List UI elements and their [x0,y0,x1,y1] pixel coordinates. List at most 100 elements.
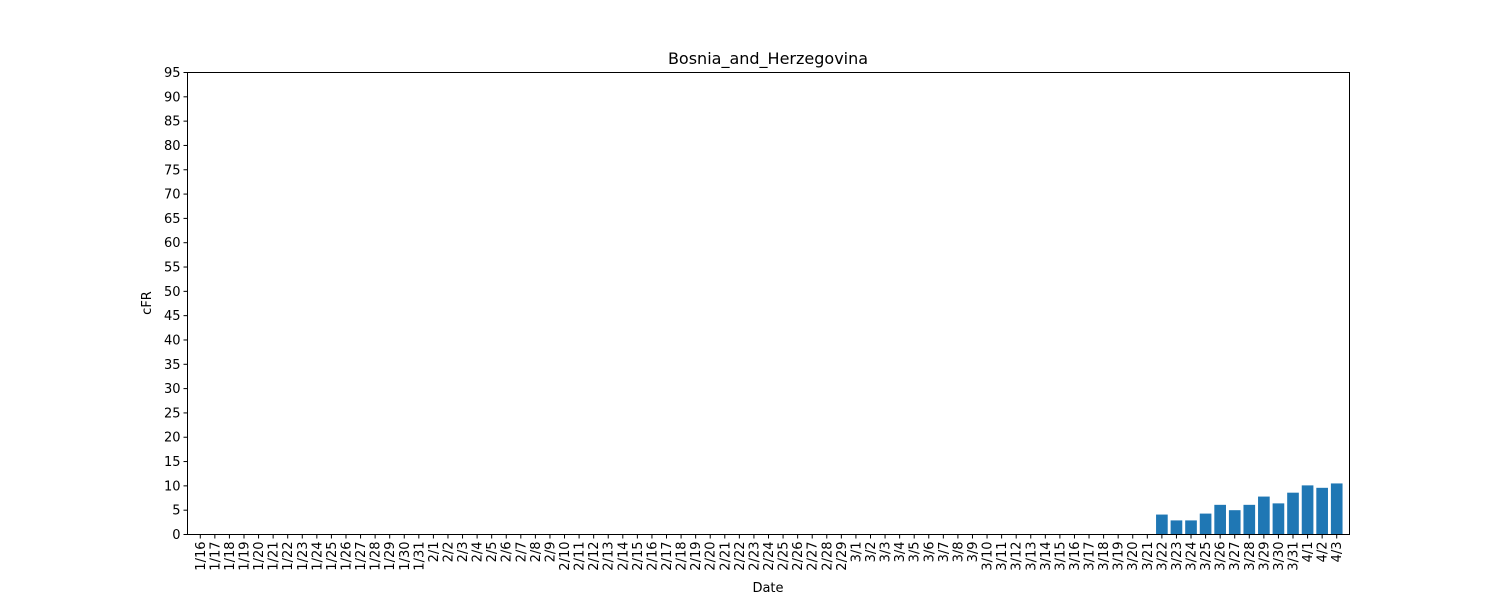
x-tick-label: 3/25 [1199,542,1214,571]
x-tick-label: 2/26 [791,542,806,571]
x-tick-label: 2/15 [631,542,646,571]
x-tick-label: 3/1 [849,542,864,563]
x-tick-label: 3/5 [908,542,923,563]
x-tick-label: 2/12 [587,542,602,571]
x-tick-label: 2/6 [500,542,515,563]
y-tick-label: 40 [164,333,181,348]
x-tick-label: 1/19 [237,542,252,571]
bar-3-26 [1214,504,1226,535]
y-tick-label: 15 [164,455,181,470]
bar-3-23 [1170,520,1183,535]
x-tick-label: 3/7 [937,542,952,563]
chart-title: Bosnia_and_Herzegovina [668,49,868,69]
y-tick-label: 55 [164,261,181,276]
x-tick-label: 2/19 [689,542,704,571]
y-tick-label: 95 [164,66,181,81]
y-tick-label: 80 [164,139,181,154]
y-tick-label: 60 [164,236,181,251]
x-tick-label: 3/30 [1272,542,1287,571]
bar-3-22 [1156,514,1168,535]
x-tick-label: 2/8 [529,542,544,563]
y-tick-label: 50 [164,285,181,300]
y-tick-label: 85 [164,115,181,130]
x-tick-label: 1/24 [310,542,325,571]
x-tick-label: 1/28 [369,542,384,571]
x-tick-label: 2/16 [645,542,660,571]
y-tick-label: 65 [164,212,181,227]
bar-4-1 [1301,485,1314,535]
x-tick-label: 1/29 [383,542,398,571]
x-tick-label: 3/8 [951,542,966,563]
x-tick-label: 2/14 [616,542,631,571]
x-tick-label: 2/20 [704,542,719,571]
x-tick-label: 2/2 [441,542,456,563]
x-tick-label: 3/16 [1068,542,1083,571]
y-tick-label: 30 [164,382,181,397]
y-tick-label: 20 [164,431,181,446]
bar-3-25 [1199,513,1212,535]
x-tick-label: 1/31 [412,542,427,571]
bar-4-3 [1330,483,1343,535]
x-tick-label: 3/26 [1214,542,1229,571]
x-tick-label: 4/2 [1316,542,1331,563]
x-tick-label: 3/17 [1083,542,1098,571]
x-tick-label: 1/17 [208,542,223,571]
x-tick-label: 2/17 [660,542,675,571]
bars-group [1156,483,1343,535]
x-tick-label: 3/29 [1257,542,1272,571]
y-tick-label: 0 [172,528,180,543]
x-axis-ticks: 1/16 1/17 1/18 1/19 1/20 1/21 1/22 1/23 1/24 1/25… [194,534,1345,571]
x-tick-label: 3/28 [1243,542,1258,571]
x-tick-label: 1/30 [398,542,413,571]
x-tick-label: 3/20 [1126,542,1141,571]
x-tick-label: 3/14 [1039,542,1054,571]
x-tick-label: 2/25 [777,542,792,571]
x-tick-label: 2/3 [456,542,471,563]
bar-3-31 [1287,492,1299,535]
x-tick-label: 2/29 [835,542,850,571]
x-tick-label: 3/21 [1141,542,1156,571]
x-tick-label: 3/4 [893,542,908,563]
y-tick-label: 45 [164,309,181,324]
x-tick-label: 2/9 [543,542,558,563]
bar-3-28 [1243,504,1256,535]
y-axis-ticks: 0 5 10 15 20 25 30 35 40 45 50 55 60 65 70 75 80 85 90 95 [164,66,188,543]
x-tick-label: 2/28 [820,542,835,571]
x-tick-label: 4/3 [1330,542,1345,563]
bar-3-24 [1185,520,1197,535]
x-tick-label: 3/15 [1053,542,1068,571]
y-tick-label: 10 [164,479,181,494]
x-tick-label: 2/10 [558,542,573,571]
x-tick-label: 3/23 [1170,542,1185,571]
x-tick-label: 2/13 [602,542,617,571]
y-tick-label: 35 [164,358,181,373]
x-axis-label: Date [752,581,783,596]
x-tick-label: 2/7 [514,542,529,563]
x-tick-label: 3/31 [1287,542,1302,571]
x-tick-label: 4/1 [1301,542,1316,563]
x-tick-label: 1/18 [223,542,238,571]
x-tick-label: 1/27 [354,542,369,571]
x-tick-label: 1/23 [296,542,311,571]
x-tick-label: 3/13 [1024,542,1039,571]
y-axis-label: cFR [140,291,155,315]
x-tick-label: 1/21 [267,542,282,571]
x-tick-label: 2/1 [427,542,442,563]
y-tick-label: 75 [164,163,181,178]
x-tick-label: 3/2 [864,542,879,563]
x-tick-label: 3/3 [879,542,894,563]
bar-3-30 [1272,503,1285,535]
x-tick-label: 3/12 [1010,542,1025,571]
x-tick-label: 3/10 [981,542,996,571]
bar-3-27 [1228,510,1241,535]
x-tick-label: 1/16 [194,542,209,571]
bar-3-29 [1258,496,1270,535]
x-tick-label: 2/5 [485,542,500,563]
y-tick-label: 25 [164,406,181,421]
x-tick-label: 2/22 [733,542,748,571]
x-tick-label: 1/26 [339,542,354,571]
x-tick-label: 3/18 [1097,542,1112,571]
plot-frame [187,72,1350,535]
x-tick-label: 2/23 [747,542,762,571]
bar-4-2 [1316,487,1328,535]
